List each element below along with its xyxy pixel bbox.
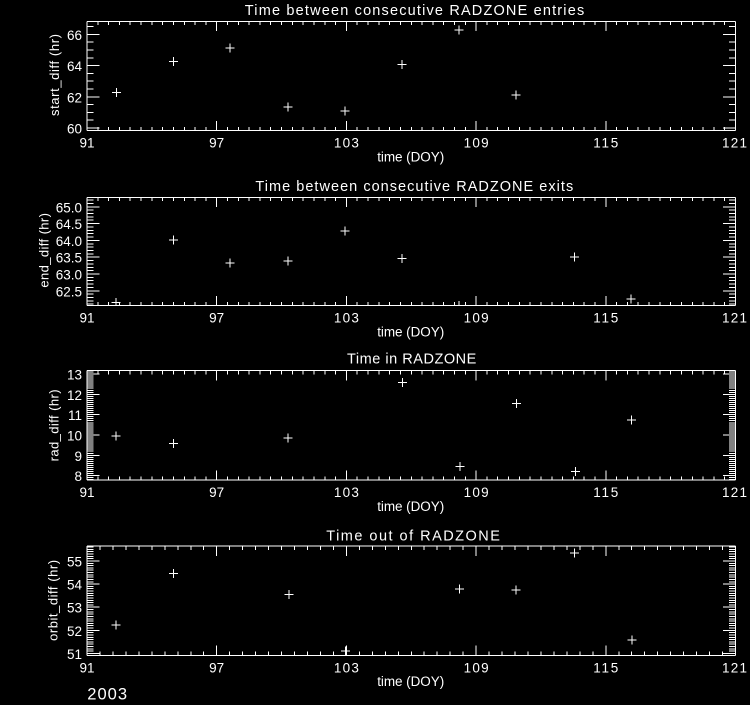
svg-text:53: 53 <box>67 601 82 616</box>
svg-text:115: 115 <box>593 136 618 151</box>
svg-text:91: 91 <box>79 485 94 500</box>
svg-text:time (DOY): time (DOY) <box>377 674 444 689</box>
svg-text:91: 91 <box>79 136 94 151</box>
svg-text:65.0: 65.0 <box>56 200 82 215</box>
svg-text:13: 13 <box>67 368 82 383</box>
svg-text:66: 66 <box>67 28 82 43</box>
svg-text:9: 9 <box>74 449 82 464</box>
svg-text:121: 121 <box>722 485 747 500</box>
svg-text:11: 11 <box>68 408 82 423</box>
svg-text:97: 97 <box>209 660 224 675</box>
svg-text:2003: 2003 <box>87 686 127 701</box>
svg-text:62: 62 <box>67 90 82 105</box>
svg-text:62.5: 62.5 <box>56 284 82 299</box>
svg-text:Time between consecutive RADZO: Time between consecutive RADZONE entries <box>245 3 584 19</box>
svg-text:121: 121 <box>722 311 747 326</box>
svg-text:rad_diff (hr): rad_diff (hr) <box>47 389 62 461</box>
svg-text:55: 55 <box>67 554 82 569</box>
svg-text:91: 91 <box>79 660 94 675</box>
svg-text:12: 12 <box>67 388 82 403</box>
svg-text:103: 103 <box>334 660 359 675</box>
svg-text:109: 109 <box>464 136 489 151</box>
svg-text:97: 97 <box>209 485 224 500</box>
svg-text:109: 109 <box>464 660 489 675</box>
svg-text:115: 115 <box>593 485 618 500</box>
svg-text:121: 121 <box>722 660 747 675</box>
svg-text:103: 103 <box>334 311 359 326</box>
svg-text:start_diff (hr): start_diff (hr) <box>47 34 62 116</box>
svg-text:109: 109 <box>464 311 489 326</box>
svg-text:63.0: 63.0 <box>56 268 82 283</box>
svg-text:time (DOY): time (DOY) <box>377 324 444 339</box>
svg-text:orbit_diff (hr): orbit_diff (hr) <box>46 560 61 641</box>
svg-text:end_diff (hr): end_diff (hr) <box>37 213 52 288</box>
svg-text:64.5: 64.5 <box>56 217 82 232</box>
svg-text:60: 60 <box>67 122 82 137</box>
svg-text:Time between consecutive RADZO: Time between consecutive RADZONE exits <box>255 179 573 195</box>
svg-text:54: 54 <box>67 578 83 593</box>
svg-text:64.0: 64.0 <box>56 234 82 249</box>
svg-text:103: 103 <box>334 485 359 500</box>
svg-text:10: 10 <box>67 428 82 443</box>
svg-text:103: 103 <box>334 136 359 151</box>
svg-text:52: 52 <box>67 624 82 639</box>
svg-text:time (DOY): time (DOY) <box>377 150 444 165</box>
svg-text:97: 97 <box>209 311 224 326</box>
svg-text:51: 51 <box>67 647 82 662</box>
svg-text:109: 109 <box>464 485 489 500</box>
svg-text:Time in RADZONE: Time in RADZONE <box>347 352 477 368</box>
svg-text:115: 115 <box>593 311 618 326</box>
svg-text:97: 97 <box>209 136 224 151</box>
svg-text:121: 121 <box>722 136 747 151</box>
svg-text:64: 64 <box>67 59 83 74</box>
svg-text:time (DOY): time (DOY) <box>377 499 444 514</box>
svg-text:115: 115 <box>593 660 618 675</box>
svg-text:63.5: 63.5 <box>56 251 82 266</box>
svg-text:91: 91 <box>79 311 94 326</box>
svg-text:8: 8 <box>74 469 82 484</box>
